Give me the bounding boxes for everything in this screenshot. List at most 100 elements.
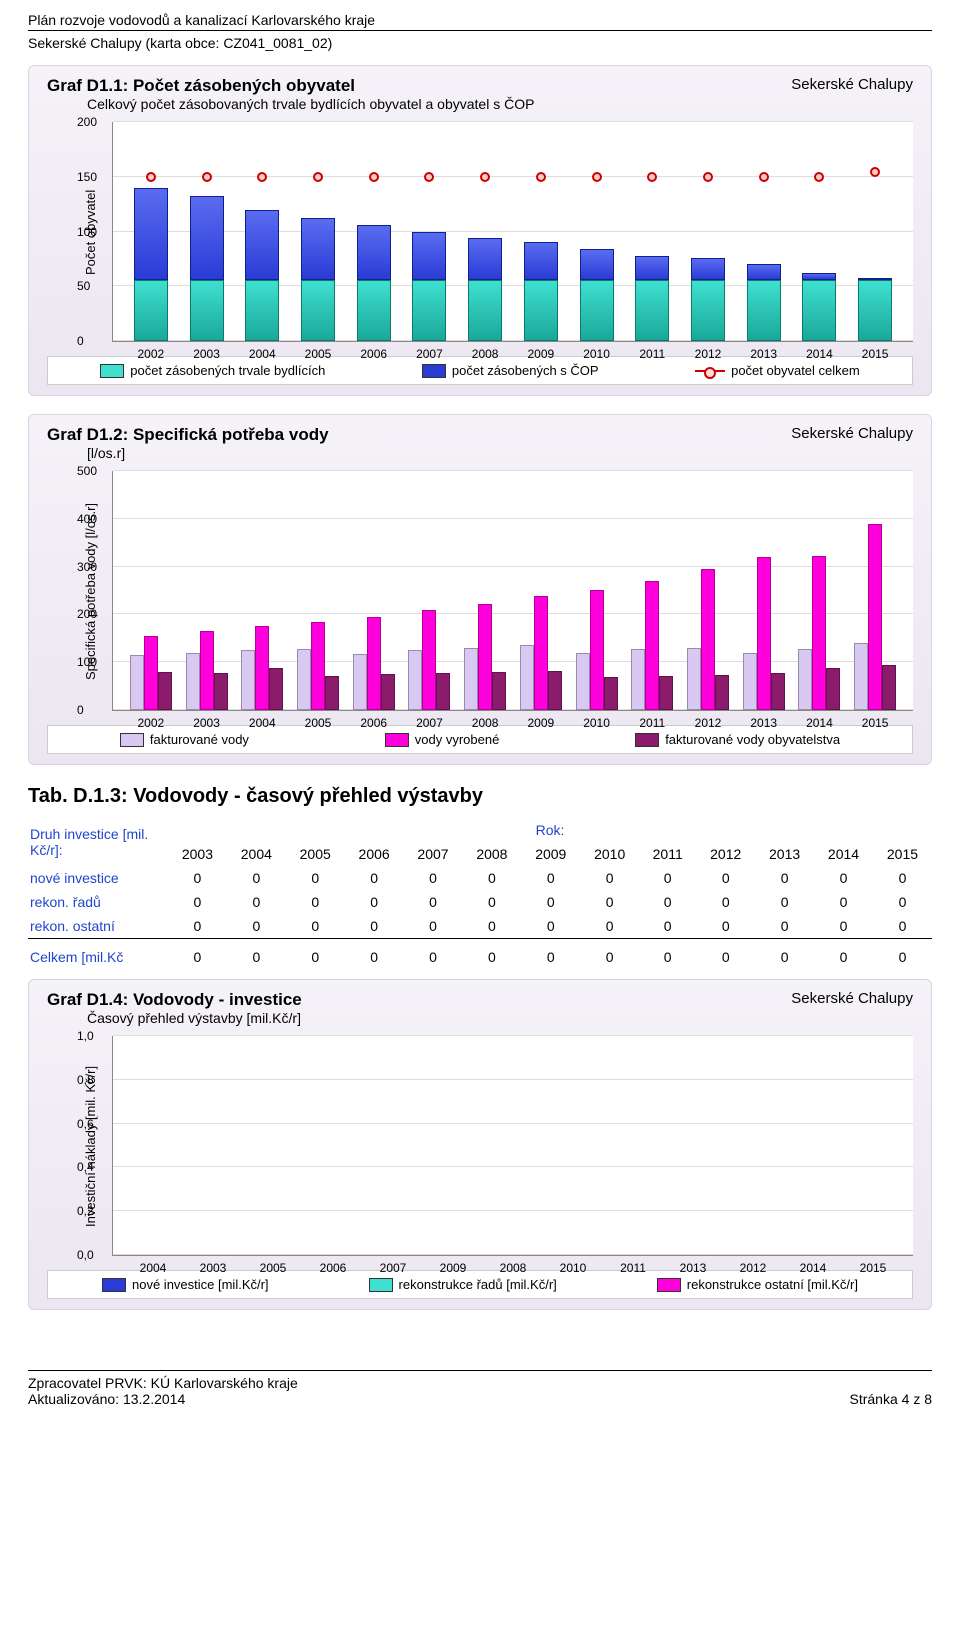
- table-cell: 0: [345, 914, 404, 939]
- x-tick: 2003: [200, 1261, 227, 1275]
- bar-cop: [858, 278, 892, 280]
- y-tick: 0,0: [77, 1248, 94, 1262]
- table-cell: 0: [168, 890, 227, 914]
- bar-cop: [635, 256, 669, 280]
- x-tick: 2010: [583, 347, 610, 361]
- bar-trvale: [301, 280, 335, 341]
- table-cell: 0: [755, 914, 814, 939]
- marker-celkem: [703, 172, 713, 182]
- x-tick: 2011: [620, 1261, 646, 1275]
- x-tick: 2005: [260, 1261, 287, 1275]
- bar-series: [367, 617, 381, 710]
- marker-celkem: [313, 172, 323, 182]
- y-tick: 100: [77, 655, 97, 669]
- bar-series: [255, 626, 269, 710]
- bar-series: [422, 610, 436, 710]
- bar-trvale: [524, 280, 558, 341]
- table-cell: 0: [404, 914, 463, 939]
- table-cell: 0: [462, 914, 521, 939]
- x-tick: 2013: [680, 1261, 707, 1275]
- legend-label: počet obyvatel celkem: [731, 363, 860, 378]
- bar-series: [297, 649, 311, 710]
- x-tick: 2014: [806, 347, 833, 361]
- footer-author: Zpracovatel PRVK: KÚ Karlovarského kraje: [28, 1375, 298, 1391]
- bar-series: [659, 676, 673, 710]
- table-cell: 0: [168, 914, 227, 939]
- y-tick: 100: [77, 225, 97, 239]
- bar-series: [492, 672, 506, 710]
- table-cell: 0: [227, 939, 286, 970]
- chart4-legend: nové investice [mil.Kč/r] rekonstrukce ř…: [47, 1270, 913, 1299]
- table-cell: 0: [639, 890, 696, 914]
- table-cell: 0: [345, 890, 404, 914]
- table-cell: 0: [168, 866, 227, 890]
- x-tick: 2008: [472, 347, 499, 361]
- table-year: 2011: [639, 842, 696, 866]
- y-tick: 0,4: [77, 1160, 94, 1174]
- bar-series: [158, 672, 172, 710]
- bar-series: [548, 671, 562, 710]
- legend-label: nové investice [mil.Kč/r]: [132, 1277, 269, 1292]
- x-tick: 2006: [360, 716, 387, 730]
- table-cell: 0: [696, 914, 755, 939]
- y-tick: 1,0: [77, 1029, 94, 1043]
- y-tick: 0,6: [77, 1117, 94, 1131]
- bar-series: [200, 631, 214, 710]
- table-cell: 0: [227, 866, 286, 890]
- table-cell: 0: [462, 939, 521, 970]
- bar-cop: [524, 242, 558, 279]
- chart-d1-1: Graf D1.1: Počet zásobených obyvatel Cel…: [28, 65, 932, 396]
- y-tick: 0: [77, 703, 84, 717]
- legend-label: počet zásobených trvale bydlících: [130, 363, 325, 378]
- bar-cop: [412, 232, 446, 280]
- table-cell: 0: [873, 866, 932, 890]
- chart2-ylabel: Specifická potřeba vody [l/os.r]: [79, 463, 102, 719]
- table-year: 2013: [755, 842, 814, 866]
- legend-item: fakturované vody obyvatelstva: [635, 732, 840, 747]
- table-cell: 0: [873, 890, 932, 914]
- table-cell: 0: [345, 939, 404, 970]
- bar-series: [631, 649, 645, 710]
- x-tick: 2009: [527, 716, 554, 730]
- chart-d1-2: Graf D1.2: Specifická potřeba vody [l/os…: [28, 414, 932, 765]
- table-cell: 0: [580, 890, 639, 914]
- marker-celkem: [870, 167, 880, 177]
- table-cell: 0: [286, 866, 345, 890]
- table-row-label: nové investice: [28, 866, 168, 890]
- x-tick: 2003: [193, 347, 220, 361]
- bar-trvale: [691, 280, 725, 341]
- marker-celkem: [536, 172, 546, 182]
- x-tick: 2012: [740, 1261, 767, 1275]
- bar-series: [743, 653, 757, 710]
- legend-item: rekonstrukce řadů [mil.Kč/r]: [369, 1277, 557, 1292]
- bar-series: [408, 650, 422, 710]
- bar-cop: [245, 210, 279, 280]
- x-tick: 2004: [140, 1261, 167, 1275]
- x-tick: 2013: [750, 716, 777, 730]
- table-year: 2003: [168, 842, 227, 866]
- table-cell: 0: [696, 939, 755, 970]
- table-cell: 0: [580, 866, 639, 890]
- x-tick: 2006: [320, 1261, 347, 1275]
- y-tick: 500: [77, 464, 97, 478]
- table-cell: 0: [345, 866, 404, 890]
- table-total-label: Celkem [mil.Kč: [28, 939, 168, 970]
- bar-cop: [468, 238, 502, 280]
- bar-series: [701, 569, 715, 710]
- table-year: 2010: [580, 842, 639, 866]
- chart1-location: Sekerské Chalupy: [791, 76, 913, 112]
- x-tick: 2010: [583, 716, 610, 730]
- chart2-location: Sekerské Chalupy: [791, 425, 913, 461]
- table-cell: 0: [639, 866, 696, 890]
- table-year: 2012: [696, 842, 755, 866]
- y-tick: 200: [77, 607, 97, 621]
- table-year: 2015: [873, 842, 932, 866]
- table-year: 2007: [404, 842, 463, 866]
- x-tick: 2002: [137, 716, 164, 730]
- x-tick: 2014: [806, 716, 833, 730]
- bar-trvale: [858, 280, 892, 341]
- table-cell: 0: [755, 866, 814, 890]
- x-tick: 2007: [416, 347, 443, 361]
- legend-item: rekonstrukce ostatní [mil.Kč/r]: [657, 1277, 858, 1292]
- bar-series: [687, 648, 701, 710]
